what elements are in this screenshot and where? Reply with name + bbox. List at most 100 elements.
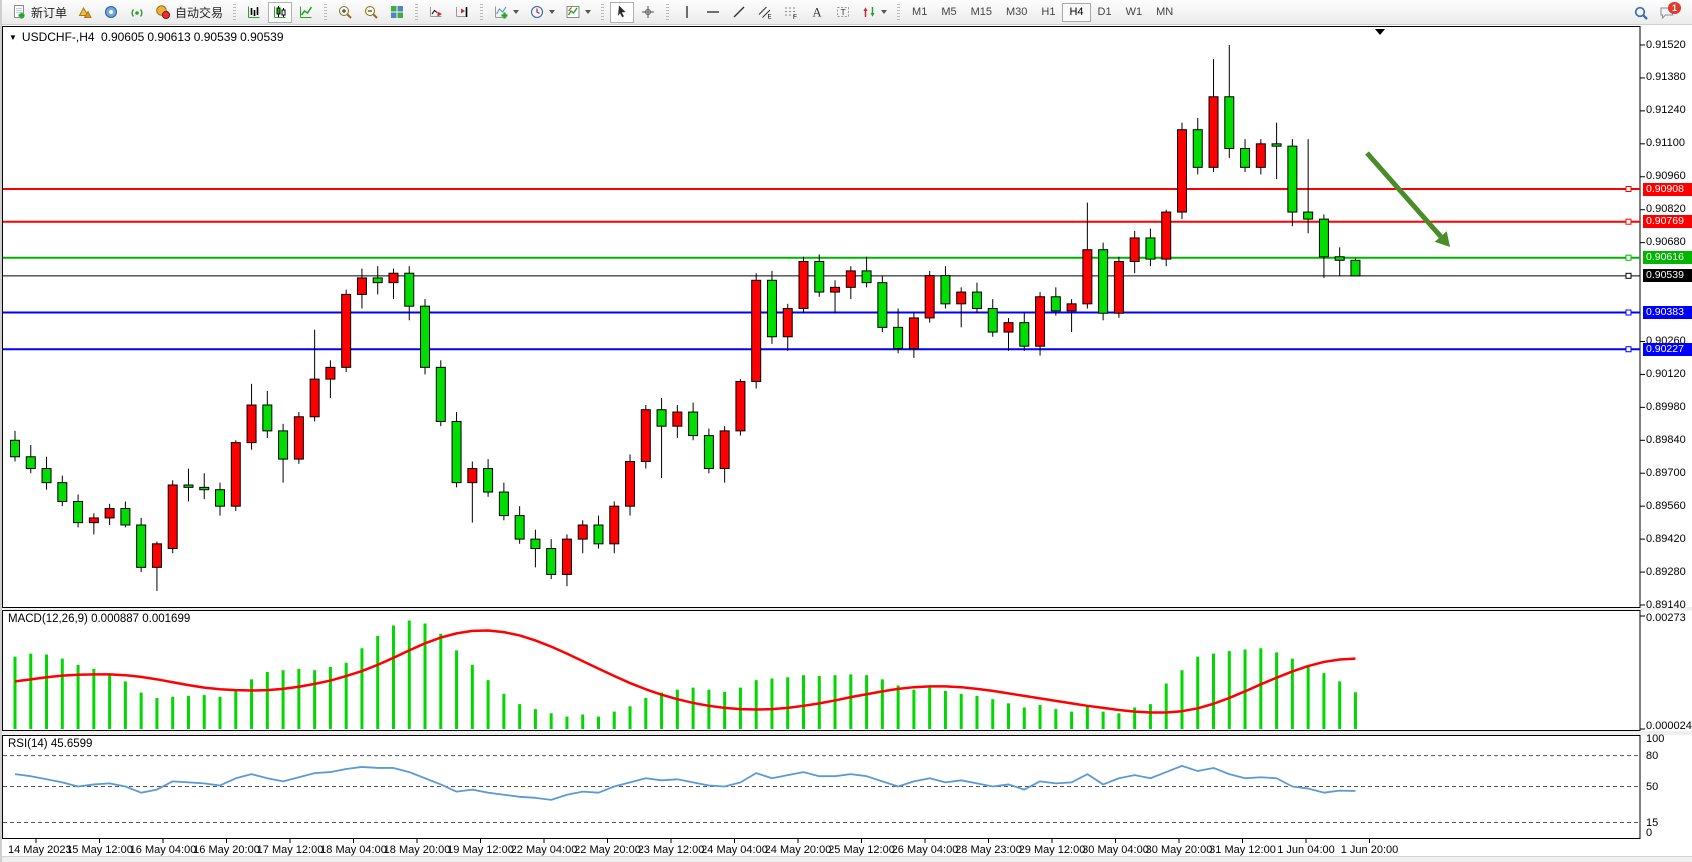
time-axis-label: 23 May 12:00 — [637, 844, 705, 856]
timeframe-m30-button[interactable]: M30 — [999, 3, 1034, 22]
new-order-button[interactable]: 新订单 — [7, 2, 71, 23]
level-price-badge: 0.90616 — [1643, 251, 1692, 265]
cursor-button[interactable] — [610, 1, 635, 23]
signals-button[interactable] — [125, 2, 149, 23]
rsi-value: 45.6599 — [50, 738, 93, 750]
macd-signal-value: 0.001699 — [142, 613, 191, 625]
signals-icon — [131, 9, 143, 17]
text-button[interactable]: A — [805, 2, 829, 23]
svg-text:F: F — [793, 14, 797, 20]
timeframe-d1-button[interactable]: D1 — [1091, 3, 1119, 22]
market-watch-button[interactable] — [73, 2, 97, 23]
level-price-badge: 0.90539 — [1643, 269, 1692, 283]
auto-trading-button[interactable]: 自动交易 — [151, 2, 227, 23]
toolbar-right-group: 1 — [1628, 0, 1686, 25]
time-axis-label: 31 May 12:00 — [1209, 844, 1276, 856]
chart-ohlc-header: ▼ USDCHF-,H4 0.90605 0.90613 0.90539 0.90539 — [9, 30, 287, 44]
indicators-icon — [495, 6, 508, 19]
level-price-badge: 0.90227 — [1643, 342, 1692, 356]
time-axis-label: 16 May 04:00 — [129, 844, 197, 856]
market-watch-icon — [78, 6, 92, 18]
price-tick-label: 0.90960 — [1646, 170, 1686, 183]
ohlc-high: 0.90613 — [147, 30, 191, 44]
zoom-in-button[interactable] — [333, 2, 357, 23]
level-price-badge: 0.90908 — [1643, 182, 1692, 196]
timeframe-m5-button[interactable]: M5 — [934, 3, 963, 22]
toolbar-separator — [897, 4, 901, 20]
chart-symbol-period: USDCHF-,H4 — [21, 30, 95, 44]
equidistant-channel-button[interactable]: E — [753, 2, 777, 23]
chevron-down-icon[interactable] — [585, 10, 592, 14]
timeframe-w1-button[interactable]: W1 — [1119, 3, 1150, 22]
chevron-down-icon[interactable] — [549, 10, 556, 14]
toolbar-separator — [601, 4, 605, 20]
candlestick-chart-button[interactable] — [268, 1, 293, 23]
timeframe-h1-button[interactable]: H1 — [1034, 3, 1062, 22]
timeframe-m1-button[interactable]: M1 — [905, 3, 934, 22]
horizontal-line-button[interactable] — [701, 2, 725, 23]
clock-icon — [531, 6, 544, 18]
price-tick-label: 0.90680 — [1646, 236, 1686, 249]
rsi-tick-label: 15 — [1646, 816, 1659, 829]
arrows-button[interactable] — [857, 2, 891, 23]
timeframe-mn-button[interactable]: MN — [1149, 3, 1180, 22]
toolbar-separator — [480, 4, 484, 20]
chart-collapse-icon[interactable]: ▼ — [9, 33, 17, 42]
ohlc-open: 0.90605 — [100, 30, 145, 44]
chart-canvas[interactable] — [2, 26, 1692, 862]
price-tick-label: 0.90820 — [1646, 203, 1686, 216]
cursor-icon — [618, 5, 626, 18]
auto-trading-label: 自动交易 — [175, 5, 224, 20]
price-tick-label: 0.91520 — [1646, 38, 1686, 51]
zoom-out-button[interactable] — [359, 2, 383, 23]
navigator-button[interactable] — [99, 2, 123, 23]
text-label-button[interactable]: T — [831, 2, 855, 23]
timeframe-m15-button[interactable]: M15 — [964, 3, 999, 22]
price-tick-label: 0.89980 — [1646, 400, 1686, 413]
price-tick-label: 0.89420 — [1646, 532, 1686, 545]
auto-scroll-button[interactable] — [424, 2, 448, 23]
time-axis-label: 18 May 20:00 — [383, 844, 451, 856]
chart-shift-button[interactable] — [450, 2, 474, 23]
tile-windows-button[interactable] — [385, 2, 409, 23]
time-axis-label: 24 May 20:00 — [764, 844, 832, 856]
rsi-label: RSI(14) 45.6599 — [8, 738, 93, 750]
crosshair-button[interactable] — [636, 2, 660, 23]
line-chart-button[interactable] — [294, 2, 318, 23]
bar-chart-icon — [248, 6, 260, 18]
chevron-down-icon[interactable] — [881, 10, 888, 14]
templates-button[interactable] — [561, 2, 595, 23]
auto-scroll-icon — [430, 7, 443, 17]
notifications-button[interactable]: 1 — [1655, 1, 1685, 23]
price-tick-label: 0.91380 — [1646, 71, 1686, 84]
periods-button[interactable] — [525, 2, 559, 23]
chevron-down-icon[interactable] — [513, 10, 520, 14]
rsi-tick-label: 100 — [1646, 733, 1665, 745]
price-tick-label: 0.89560 — [1646, 499, 1686, 512]
toolbar-separator — [415, 4, 419, 20]
time-axis-label: 22 May 20:00 — [574, 844, 641, 856]
trendline-button[interactable] — [727, 2, 751, 23]
macd-axis-max: 0.00273 — [1646, 612, 1686, 624]
time-axis-label: 16 May 20:00 — [193, 844, 260, 856]
equidistant-channel-icon: E — [758, 6, 772, 20]
horizontal-line-icon — [707, 11, 720, 13]
vertical-line-button[interactable] — [675, 2, 699, 23]
bar-chart-button[interactable] — [242, 2, 266, 23]
new-order-icon — [14, 5, 25, 19]
level-price-badge: 0.90769 — [1643, 215, 1692, 229]
time-axis-label: 1 Jun 20:00 — [1340, 844, 1399, 856]
fibonacci-button[interactable]: F — [779, 2, 803, 23]
chart-window[interactable]: ▼ USDCHF-,H4 0.90605 0.90613 0.90539 0.90539… — [2, 26, 1692, 862]
indicators-button[interactable] — [489, 2, 523, 23]
price-tick-label: 0.89840 — [1646, 433, 1686, 446]
svg-text:A: A — [813, 6, 822, 20]
price-tick-label: 0.89280 — [1646, 565, 1686, 578]
timeframe-h4-button[interactable]: H4 — [1062, 2, 1091, 22]
toolbar: 新订单 自动交易 E F A T M1 M5 M15 M30 H1 H4 D1 W1 MN — [2, 0, 1692, 25]
macd-axis-min: 0.000024 — [1646, 720, 1692, 732]
crosshair-icon — [642, 6, 655, 18]
search-button[interactable] — [1629, 2, 1653, 23]
macd-main-value: 0.000887 — [91, 613, 140, 625]
